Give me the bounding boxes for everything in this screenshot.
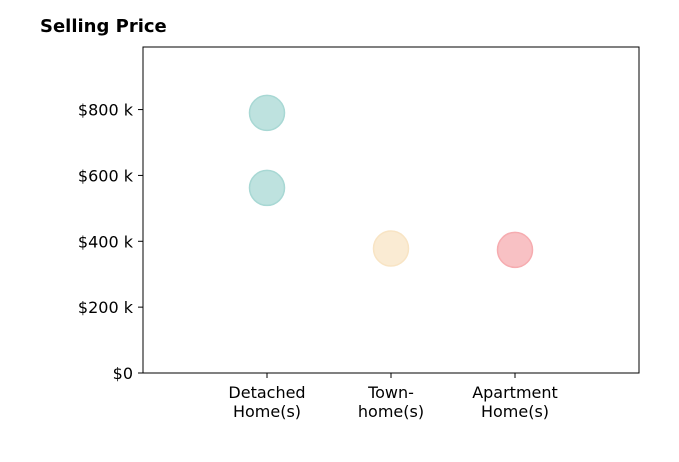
y-tick-label: $0 <box>113 364 133 383</box>
x-tick-label: Apartment Home(s) <box>472 383 558 421</box>
x-tick-label-line: Home(s) <box>481 402 549 421</box>
y-tick-label: $200 k <box>78 298 134 317</box>
data-point <box>248 94 286 132</box>
x-tick-label: Detached Home(s) <box>228 383 305 421</box>
y-tick-label: $400 k <box>78 232 134 251</box>
x-tick-label-line: Detached <box>228 383 305 402</box>
x-tick-label: Town-home(s) <box>358 383 424 421</box>
x-tick-label-line: Home(s) <box>233 402 301 421</box>
y-axis: $0 $200 k $400 k $600 k $800 k <box>78 101 143 383</box>
y-tick-label: $800 k <box>78 101 134 120</box>
x-tick-label-line: home(s) <box>358 402 424 421</box>
y-tick-label: $600 k <box>78 166 134 185</box>
data-point <box>248 169 286 207</box>
x-axis: Detached Home(s)Town-home(s)Apartment Home… <box>228 373 558 421</box>
data-point <box>496 231 534 269</box>
x-tick-label-line: Town- <box>367 383 414 402</box>
chart-title: Selling Price <box>40 16 167 37</box>
x-tick-label-line: Apartment <box>472 383 558 402</box>
points-layer <box>248 94 534 269</box>
data-point <box>372 230 410 267</box>
plot-frame <box>142 46 640 374</box>
